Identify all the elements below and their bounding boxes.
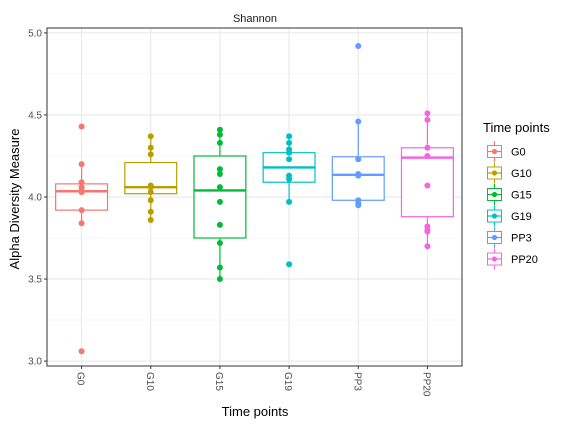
data-point [424,144,431,151]
data-point [355,202,362,209]
box [400,147,454,218]
data-point [147,208,154,215]
data-point [216,126,223,133]
data-point [78,189,85,196]
data-point [355,118,362,125]
data-point [216,166,223,173]
legend-title: Time points [483,120,550,135]
x-tick-label: G15 [213,372,224,391]
data-point [147,189,154,196]
legend: Time points G0 G10 G15 G19 PP3 PP20 [483,120,550,270]
box-group-pp3 [331,43,385,209]
data-point [424,116,431,123]
data-point [78,179,85,186]
legend-key [487,162,502,184]
box-group-pp20 [400,110,454,250]
y-tick-label: 4.0 [28,193,42,204]
data-point [424,228,431,235]
data-point [286,261,293,268]
chart-title: Shannon [233,13,277,25]
data-point [216,131,223,138]
data-point [147,151,154,158]
x-axis: G0 G10 G15 G19 PP3 PP20 [75,366,431,397]
data-point [78,123,85,130]
data-point [216,221,223,228]
data-point [216,264,223,271]
y-axis: 3.0 3.5 4.0 4.5 5.0 [28,28,47,368]
y-axis-title: Alpha Diversity Measure [7,129,22,270]
box-group-g0 [55,123,109,355]
legend-key [487,248,502,270]
data-point [286,139,293,146]
data-point [78,348,85,355]
data-point [147,184,154,191]
data-point [216,139,223,146]
y-tick-label: 5.0 [28,28,42,39]
x-tick-label: G19 [282,372,293,391]
data-point [216,184,223,191]
data-point [355,172,362,179]
box-group-g10 [124,133,178,223]
box-group-g15 [193,126,247,283]
data-point [286,175,293,182]
data-point [355,43,362,50]
data-point [147,197,154,204]
legend-label: PP20 [511,254,538,266]
data-point [286,149,293,156]
data-point [216,198,223,205]
data-point [78,220,85,227]
x-tick-label: PP20 [420,372,431,397]
legend-key [487,184,502,205]
data-point [147,216,154,223]
data-point [147,133,154,140]
legend-key-point [491,256,498,262]
legend-key [487,205,502,227]
data-point [286,156,293,163]
legend-key-point [491,213,498,219]
legend-label: G19 [511,211,532,223]
legend-label: G15 [511,190,532,202]
legend-label: G10 [511,168,532,180]
data-point [216,276,223,283]
data-point [424,243,431,250]
data-point [147,144,154,151]
data-point [424,182,431,189]
x-tick-label: G10 [144,372,155,391]
legend-key [487,227,502,248]
y-tick-label: 4.5 [28,110,42,121]
data-point [424,152,431,159]
data-point [216,171,223,178]
x-tick-label: PP3 [351,372,362,391]
data-point [286,198,293,205]
x-tick-label: G0 [75,372,86,386]
data-point [424,110,431,117]
y-tick-label: 3.0 [28,357,42,368]
data-point [286,133,293,140]
legend-key [487,141,502,162]
legend-label: G0 [511,147,526,159]
legend-key-point [491,234,498,241]
data-point [78,161,85,168]
plot-area [46,27,463,367]
box-group-g19 [262,133,316,268]
data-point [78,207,85,214]
legend-label: PP3 [511,233,532,245]
data-point [216,239,223,246]
y-tick-label: 3.5 [28,275,42,286]
legend-key-point [491,170,498,176]
x-axis-title: Time points [222,404,289,419]
data-point [355,156,362,163]
legend-key-point [491,148,498,155]
legend-key-point [491,191,498,198]
